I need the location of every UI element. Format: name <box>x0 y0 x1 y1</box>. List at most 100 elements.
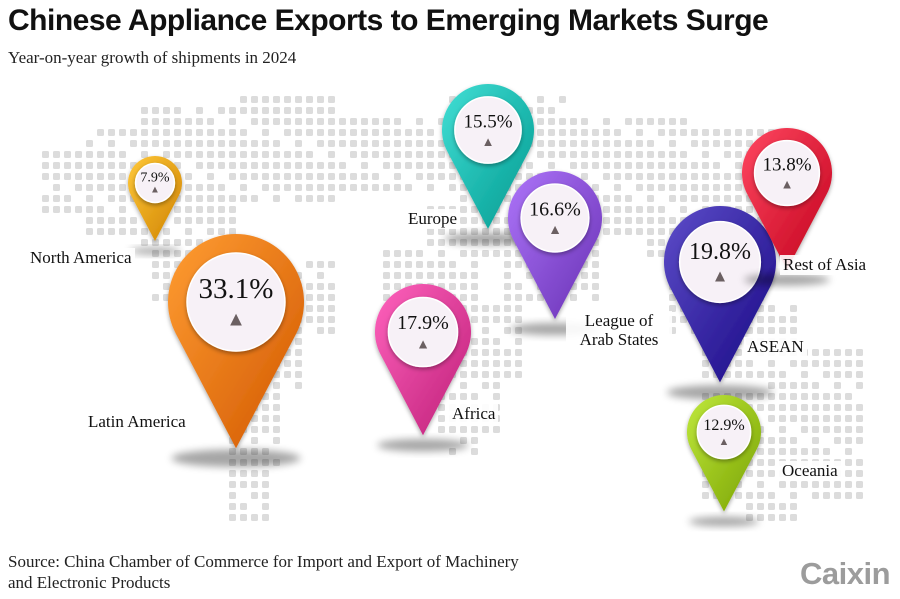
map-dot <box>746 316 753 323</box>
map-dot <box>471 239 478 246</box>
map-dot <box>383 129 390 136</box>
map-dot <box>273 349 280 356</box>
map-dot <box>680 305 687 312</box>
map-dot <box>229 459 236 466</box>
map-dot <box>537 173 544 180</box>
map-dot <box>647 184 654 191</box>
map-dot <box>108 151 115 158</box>
map-dot <box>493 228 500 235</box>
map-dot <box>449 349 456 356</box>
map-dot <box>581 173 588 180</box>
map-dot <box>845 459 852 466</box>
map-dot <box>526 195 533 202</box>
map-dot <box>119 162 126 169</box>
map-dot <box>218 250 225 257</box>
map-dot <box>86 228 93 235</box>
map-dot <box>251 250 258 257</box>
map-dot <box>295 316 302 323</box>
map-dot <box>735 250 742 257</box>
map-dot <box>625 173 632 180</box>
map-dot <box>361 140 368 147</box>
map-dot <box>119 173 126 180</box>
map-dot <box>438 140 445 147</box>
map-dot <box>702 173 709 180</box>
source-line-2: and Electronic Products <box>8 573 171 592</box>
map-dot <box>614 195 621 202</box>
map-dot <box>141 151 148 158</box>
map-dot <box>306 107 313 114</box>
map-dot <box>768 371 775 378</box>
map-dot <box>713 371 720 378</box>
map-dot <box>603 129 610 136</box>
map-dot <box>757 250 764 257</box>
map-dot <box>746 360 753 367</box>
map-dot <box>394 118 401 125</box>
map-dot <box>724 371 731 378</box>
map-dot <box>251 360 258 367</box>
map-dot <box>515 184 522 191</box>
map-dot <box>185 272 192 279</box>
map-dot <box>416 316 423 323</box>
map-dot <box>471 162 478 169</box>
map-dot <box>691 250 698 257</box>
map-dot <box>856 481 863 488</box>
map-dot <box>856 404 863 411</box>
map-dot <box>218 195 225 202</box>
map-dot <box>240 415 247 422</box>
map-dot <box>801 448 808 455</box>
map-dot <box>735 448 742 455</box>
map-dot <box>163 239 170 246</box>
map-dot <box>812 349 819 356</box>
map-dots <box>42 96 863 521</box>
map-dot <box>273 371 280 378</box>
map-dot <box>240 162 247 169</box>
map-dot <box>317 283 324 290</box>
map-dot <box>130 129 137 136</box>
map-dot <box>273 338 280 345</box>
map-dot <box>790 316 797 323</box>
map-dot <box>724 492 731 499</box>
map-dot <box>86 173 93 180</box>
map-dot <box>592 283 599 290</box>
map-dot <box>339 162 346 169</box>
map-dot <box>471 206 478 213</box>
map-dot <box>460 173 467 180</box>
map-dot <box>460 140 467 147</box>
map-dot <box>515 283 522 290</box>
map-dot <box>449 305 456 312</box>
map-dot <box>460 250 467 257</box>
map-dot <box>306 96 313 103</box>
map-dot <box>251 173 258 180</box>
map-dot <box>526 217 533 224</box>
map-dot <box>174 261 181 268</box>
map-dot <box>273 184 280 191</box>
source-note: Source: China Chamber of Commerce for Im… <box>8 551 519 593</box>
label-arab-text: League of Arab States <box>579 311 659 349</box>
map-dot <box>152 239 159 246</box>
map-dot <box>680 151 687 158</box>
map-dot <box>834 349 841 356</box>
map-dot <box>460 272 467 279</box>
map-dot <box>229 404 236 411</box>
map-dot <box>735 492 742 499</box>
map-dot <box>394 151 401 158</box>
map-dot <box>724 140 731 147</box>
map-dot <box>482 118 489 125</box>
map-dot <box>229 481 236 488</box>
map-dot <box>614 140 621 147</box>
map-dot <box>548 118 555 125</box>
map-dot <box>460 107 467 114</box>
map-dot <box>229 316 236 323</box>
map-dot <box>493 107 500 114</box>
map-dot <box>405 140 412 147</box>
map-dot <box>702 492 709 499</box>
map-dot <box>174 206 181 213</box>
map-dot <box>438 393 445 400</box>
map-dot <box>493 382 500 389</box>
map-dot <box>262 503 269 510</box>
map-dot <box>768 448 775 455</box>
map-dot <box>284 283 291 290</box>
map-dot <box>493 250 500 257</box>
map-dot <box>262 283 269 290</box>
map-dot <box>163 261 170 268</box>
